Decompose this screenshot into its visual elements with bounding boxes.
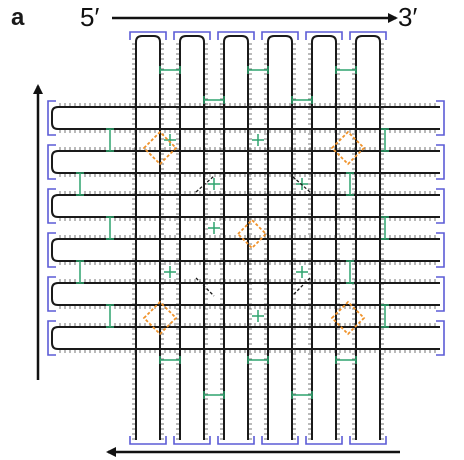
- crossover-staple: [164, 266, 176, 278]
- edge-staple-left: [47, 144, 56, 180]
- crossover-staple: [106, 128, 114, 152]
- crossover-staple: [252, 310, 264, 322]
- crossover-dash: [291, 175, 311, 193]
- crossover-staple: [381, 304, 389, 328]
- edge-staple-top: [173, 31, 211, 40]
- crossover-staple: [247, 356, 269, 364]
- crossover-staple: [208, 178, 220, 190]
- crossover-staple: [291, 391, 313, 399]
- crossover-staple: [106, 216, 114, 240]
- five-prime-label: 5′: [80, 2, 100, 32]
- edge-staple-left: [47, 320, 56, 356]
- scaffold-helix-vertical: [267, 35, 293, 440]
- crossover-staple: [252, 134, 264, 146]
- edge-staple-bottom: [305, 436, 343, 445]
- junction-staples: [142, 130, 366, 336]
- scaffold-helix-horizontal: [51, 150, 440, 174]
- scaffold-helix-horizontal: [51, 326, 440, 350]
- edge-staple-left: [47, 276, 56, 312]
- junction-staple: [330, 130, 366, 166]
- scaffold-helix-horizontal: [51, 194, 440, 218]
- scaffold-helix-vertical: [223, 35, 249, 440]
- junction-staple: [142, 300, 178, 336]
- panel-label: a: [11, 4, 25, 31]
- crossover-dash: [291, 277, 311, 297]
- junction-staple: [330, 300, 366, 336]
- crossover-staple: [296, 178, 308, 190]
- crossover-staple: [203, 96, 225, 104]
- junction-staple: [236, 218, 268, 250]
- crossover-staple: [247, 66, 269, 74]
- crossover-staple: [106, 304, 114, 328]
- crossover-dash: [195, 277, 215, 297]
- crossover-staple: [208, 222, 220, 234]
- edge-staple-top: [261, 31, 299, 40]
- crossover-staple: [76, 172, 84, 196]
- crossover-staple: [335, 66, 357, 74]
- edge-staple-left: [47, 188, 56, 224]
- edge-staple-right: [436, 232, 445, 268]
- edge-staple-top: [129, 31, 167, 40]
- edge-staple-bottom: [261, 436, 299, 445]
- crossover-staple: [346, 172, 354, 196]
- crossover-staple: [335, 356, 357, 364]
- edge-staple-top: [349, 31, 387, 40]
- crossover-staple: [291, 96, 313, 104]
- edge-staple-top: [217, 31, 255, 40]
- crossover-staple: [164, 134, 176, 146]
- scaffold-helix-vertical: [179, 35, 205, 440]
- crossover-staple: [296, 266, 308, 278]
- crossover-staple: [381, 216, 389, 240]
- staple-strands: [47, 31, 445, 445]
- scaffold-helix-horizontal: [51, 282, 440, 306]
- scaffold-helix-vertical: [355, 35, 381, 440]
- junction-staple: [142, 130, 178, 166]
- crossover-staple: [381, 128, 389, 152]
- crossover-staple: [159, 66, 181, 74]
- edge-staple-bottom: [349, 436, 387, 445]
- edge-staple-right: [436, 276, 445, 312]
- edge-staple-top: [305, 31, 343, 40]
- scaffold-helix-horizontal: [51, 238, 440, 262]
- edge-staple-bottom: [129, 436, 167, 445]
- edge-staple-right: [436, 100, 445, 136]
- edge-staple-left: [47, 232, 56, 268]
- edge-staple-right: [436, 144, 445, 180]
- crossover-staple: [159, 356, 181, 364]
- crossover-staple: [203, 391, 225, 399]
- scaffold-lattice: [51, 35, 440, 440]
- edge-staple-right: [436, 320, 445, 356]
- crossover-staple: [346, 260, 354, 284]
- edge-staple-right: [436, 188, 445, 224]
- edge-staple-left: [47, 100, 56, 136]
- scaffold-helix-horizontal: [51, 106, 440, 130]
- three-prime-label: 3′: [398, 2, 418, 32]
- edge-staple-bottom: [173, 436, 211, 445]
- scaffold-helix-vertical: [135, 35, 161, 440]
- crossover-staple: [76, 260, 84, 284]
- crossover-dash: [195, 175, 215, 193]
- edge-staple-bottom: [217, 436, 255, 445]
- scaffold-helix-vertical: [311, 35, 337, 440]
